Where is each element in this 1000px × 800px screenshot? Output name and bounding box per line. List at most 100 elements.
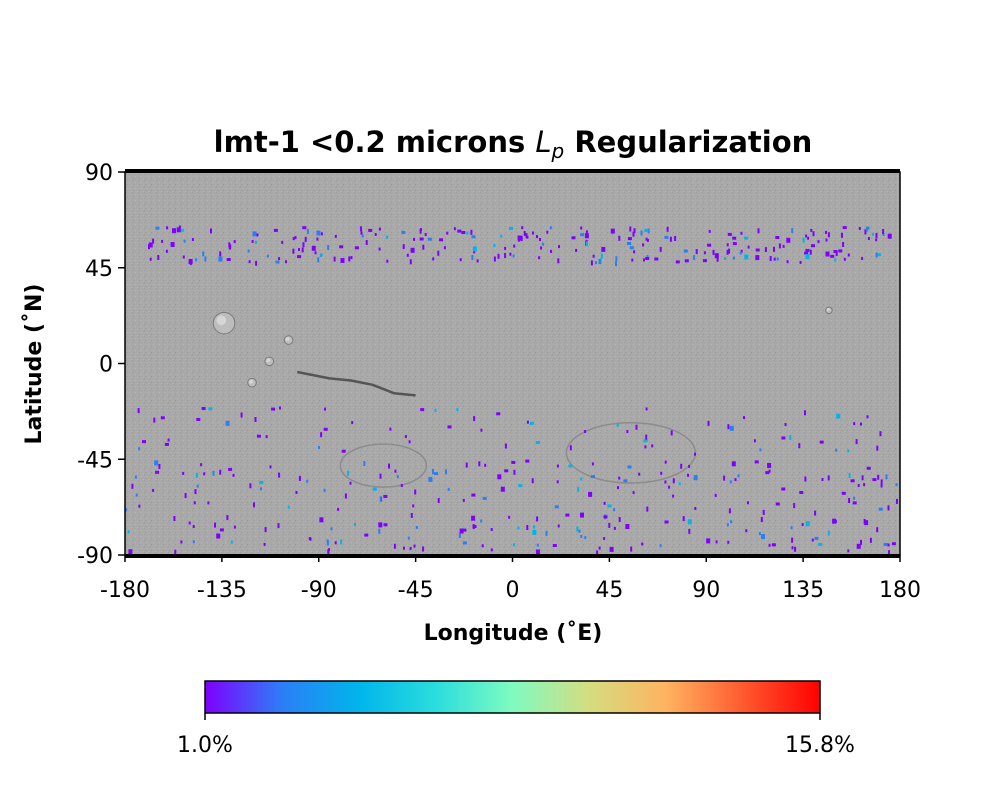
data-pixel xyxy=(569,445,572,451)
data-pixel xyxy=(409,547,412,550)
data-pixel xyxy=(372,487,377,491)
data-pixel xyxy=(386,235,389,239)
data-pixel xyxy=(192,525,195,528)
data-pixel xyxy=(603,501,606,505)
data-pixel xyxy=(203,472,206,476)
data-pixel xyxy=(659,544,662,548)
data-pixel xyxy=(618,476,621,480)
data-pixel xyxy=(885,474,888,480)
data-pixel xyxy=(887,233,892,239)
data-pixel xyxy=(228,467,233,471)
y-ticks: 90 45 0 -45 -90 xyxy=(77,161,125,569)
data-pixel xyxy=(805,254,810,260)
data-pixel xyxy=(389,427,392,431)
data-pixel xyxy=(167,438,170,442)
data-pixel xyxy=(877,474,880,480)
data-pixel xyxy=(208,407,213,411)
data-pixel xyxy=(775,502,780,506)
data-pixel xyxy=(557,258,560,264)
data-pixel xyxy=(264,527,267,533)
data-pixel xyxy=(149,257,152,261)
data-pixel xyxy=(466,231,469,235)
data-pixel xyxy=(804,410,806,416)
data-pixel xyxy=(453,227,456,231)
data-pixel xyxy=(535,441,540,444)
data-pixel xyxy=(196,484,199,488)
data-pixel xyxy=(128,549,133,555)
data-pixel xyxy=(659,246,662,252)
data-pixel xyxy=(328,548,330,552)
data-pixel xyxy=(471,235,476,239)
data-pixel xyxy=(842,242,845,247)
data-pixel xyxy=(799,491,804,494)
data-pixel xyxy=(360,231,363,235)
data-pixel xyxy=(404,435,407,438)
data-pixel xyxy=(590,260,593,266)
data-pixel xyxy=(532,231,534,235)
data-pixel xyxy=(255,240,257,244)
data-pixel xyxy=(645,257,650,260)
data-pixel xyxy=(778,243,781,249)
data-pixel xyxy=(323,488,326,492)
data-pixel xyxy=(794,546,797,552)
data-pixel xyxy=(819,440,824,444)
data-pixel xyxy=(504,443,507,449)
data-pixel xyxy=(858,227,861,230)
data-pixel xyxy=(654,257,659,261)
data-pixel xyxy=(513,469,516,475)
data-pixel xyxy=(744,254,749,260)
data-pixel xyxy=(536,235,538,239)
data-pixel xyxy=(263,542,266,546)
data-pixel xyxy=(281,240,284,244)
data-pixel xyxy=(174,549,177,555)
data-pixel xyxy=(158,464,161,469)
data-pixel xyxy=(459,528,464,534)
data-pixel xyxy=(131,483,134,489)
data-pixel xyxy=(493,256,496,262)
data-pixel xyxy=(848,498,851,503)
data-pixel xyxy=(191,238,194,241)
data-pixel xyxy=(481,544,484,548)
data-pixel xyxy=(571,236,576,240)
data-pixel xyxy=(378,528,381,534)
data-pixel xyxy=(512,254,515,258)
data-pixel xyxy=(410,513,413,518)
data-pixel xyxy=(853,422,856,426)
data-pixel xyxy=(834,258,837,262)
data-pixel xyxy=(596,550,599,556)
data-pixel xyxy=(297,255,302,259)
data-pixel xyxy=(214,522,216,528)
data-pixel xyxy=(716,256,719,262)
data-pixel xyxy=(394,469,397,473)
data-pixel xyxy=(164,442,169,446)
data-pixel xyxy=(863,483,866,487)
data-pixel xyxy=(550,249,552,253)
data-pixel xyxy=(841,232,843,238)
data-pixel xyxy=(161,239,164,243)
data-pixel xyxy=(732,242,737,246)
data-pixel xyxy=(456,408,459,412)
data-pixel xyxy=(518,236,521,242)
data-pixel xyxy=(226,515,229,521)
data-pixel xyxy=(334,541,337,545)
data-pixel xyxy=(247,249,250,253)
data-pixel xyxy=(598,259,601,264)
data-pixel xyxy=(228,244,231,250)
data-pixel xyxy=(178,225,181,229)
data-pixel xyxy=(793,503,796,509)
data-pixel xyxy=(378,227,381,231)
data-pixel xyxy=(557,524,560,528)
data-pixel xyxy=(866,466,871,470)
data-pixel xyxy=(814,510,817,516)
data-pixel xyxy=(539,238,541,241)
data-pixel xyxy=(825,238,828,242)
data-pixel xyxy=(406,253,409,257)
data-pixel xyxy=(511,460,516,464)
data-pixel xyxy=(480,519,483,523)
y-tick-label: -90 xyxy=(77,544,113,569)
data-pixel xyxy=(882,229,885,234)
data-pixel xyxy=(554,505,559,509)
data-pixel xyxy=(354,523,356,526)
data-pixel xyxy=(702,259,707,263)
data-pixel xyxy=(472,525,477,528)
